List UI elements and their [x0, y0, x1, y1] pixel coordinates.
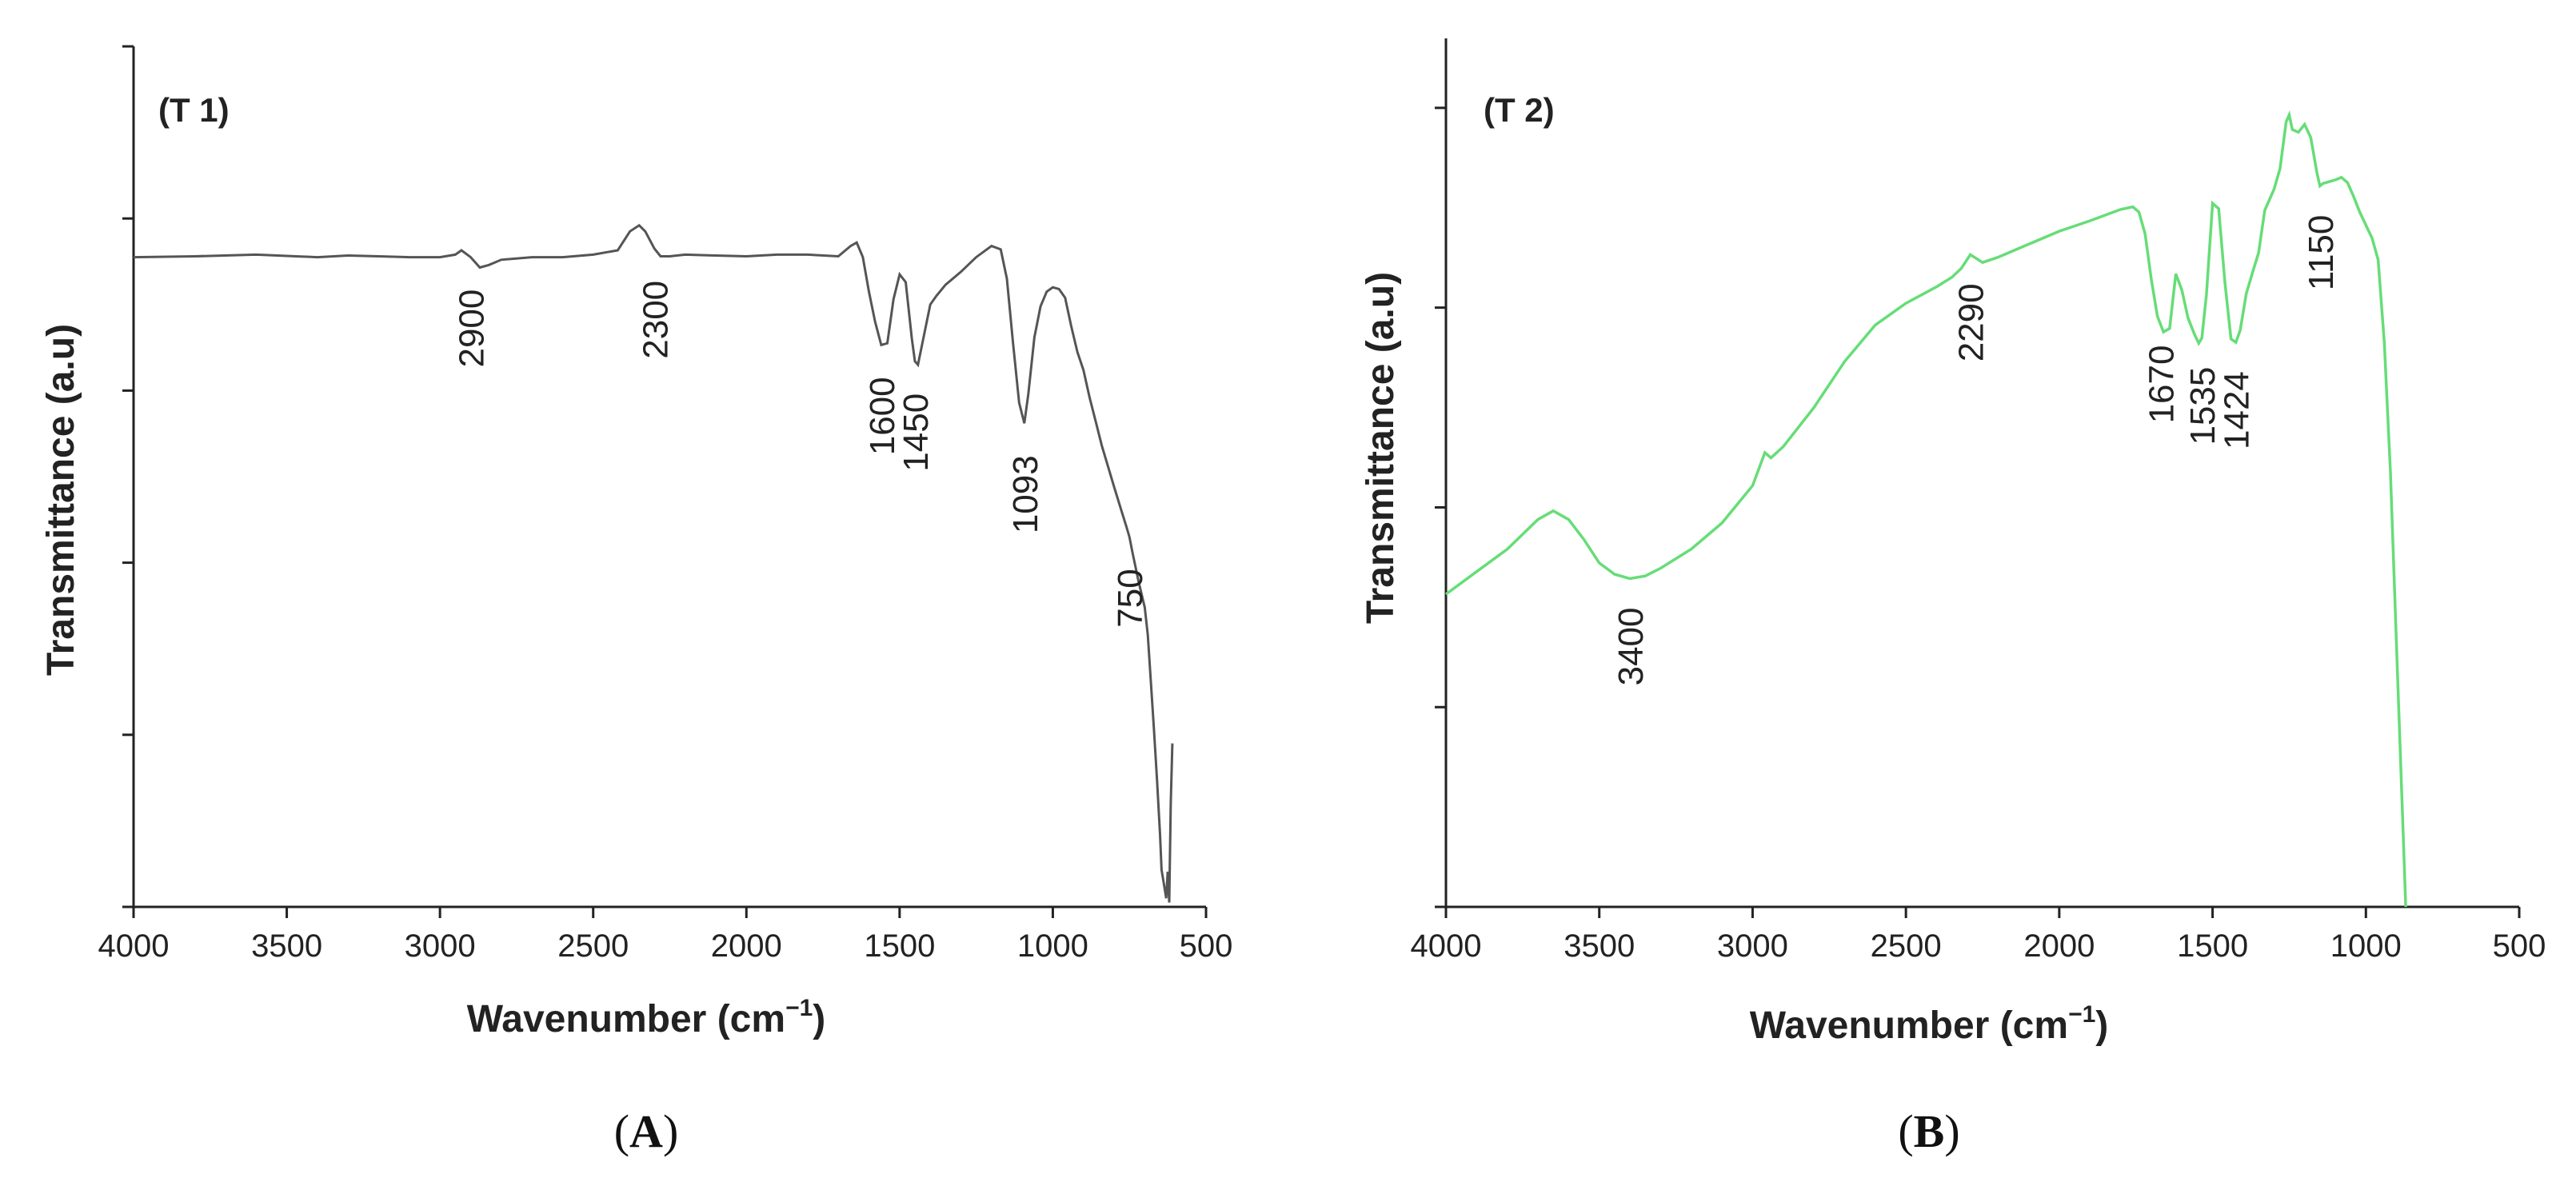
- peak-label: 1535: [2183, 367, 2223, 445]
- peak-label: 1424: [2218, 371, 2257, 449]
- x-tick-label: 2500: [557, 928, 629, 964]
- x-tick-label: 1000: [2330, 928, 2402, 964]
- x-tick-label: 1500: [2177, 928, 2248, 964]
- panel-b-y-axis-title: Transmittance (a.u): [1360, 272, 1402, 624]
- panel-a: 4000 3500 3000 2500 2000 1500 1000 500 2900 2300…: [40, 45, 1233, 1157]
- panel-a-xlabel-sup: −1: [785, 995, 813, 1021]
- x-tick-label: 3500: [1564, 928, 1635, 964]
- panel-a-y-ticks: [122, 45, 134, 908]
- x-tick-label: 2000: [711, 928, 782, 964]
- panel-b-caption-letter: B: [1914, 1105, 1945, 1157]
- panel-b-caption: (B): [1898, 1105, 1959, 1157]
- panel-a-xlabel-main: Wavenumber (cm: [467, 998, 785, 1040]
- x-tick-label: 2500: [1871, 928, 1942, 964]
- panel-b: 4000 3500 3000 2500 2000 1500 1000 500 3400 2290…: [1360, 38, 2546, 1157]
- peak-label: 1150: [2302, 215, 2341, 291]
- panel-a-y-axis-title: Transmittance (a.u): [40, 324, 82, 676]
- peak-label: 750: [1111, 569, 1150, 627]
- panel-a-xlabel-close: ): [813, 998, 825, 1040]
- peak-label: 1450: [897, 393, 936, 472]
- panel-b-x-ticks: 4000 3500 3000 2500 2000 1500 1000 500: [1411, 907, 2546, 964]
- x-tick-label: 4000: [98, 928, 170, 964]
- x-tick-label: 1000: [1017, 928, 1088, 964]
- panel-a-x-ticks: 4000 3500 3000 2500 2000 1500 1000 500: [98, 907, 1233, 964]
- peak-label: 2290: [1952, 283, 1991, 361]
- panel-b-xlabel-sup: −1: [2068, 1001, 2095, 1028]
- panel-a-x-axis-title: Wavenumber (cm−1): [467, 995, 826, 1040]
- x-tick-label: 1500: [864, 928, 935, 964]
- x-tick-label: 4000: [1411, 928, 1482, 964]
- x-tick-label: 500: [1180, 928, 1233, 964]
- panel-a-spectrum-line: [133, 223, 1174, 903]
- panel-b-tag: (T 2): [1484, 91, 1555, 129]
- panel-b-x-axis-title: Wavenumber (cm−1): [1750, 1001, 2109, 1047]
- peak-label: 1093: [1006, 455, 1045, 533]
- panel-b-y-ticks: [1435, 106, 1446, 908]
- peak-label: 1670: [2142, 345, 2181, 424]
- panel-b-xlabel-close: ): [2095, 1004, 2108, 1047]
- panel-a-caption: (A): [614, 1105, 679, 1157]
- x-tick-label: 3000: [405, 928, 476, 964]
- panel-a-tag: (T 1): [158, 91, 230, 129]
- x-tick-label: 3000: [1717, 928, 1788, 964]
- peak-label: 2900: [452, 290, 491, 368]
- panel-a-caption-letter: A: [629, 1105, 663, 1157]
- x-tick-label: 500: [2493, 928, 2546, 964]
- panel-b-spectrum-line: [1444, 110, 2407, 908]
- x-tick-label: 3500: [251, 928, 322, 964]
- peak-label: 1600: [863, 377, 902, 455]
- peak-label: 2300: [636, 281, 675, 359]
- peak-label: 3400: [1611, 607, 1651, 685]
- panel-b-xlabel-main: Wavenumber (cm: [1750, 1004, 2068, 1047]
- x-tick-label: 2000: [2023, 928, 2095, 964]
